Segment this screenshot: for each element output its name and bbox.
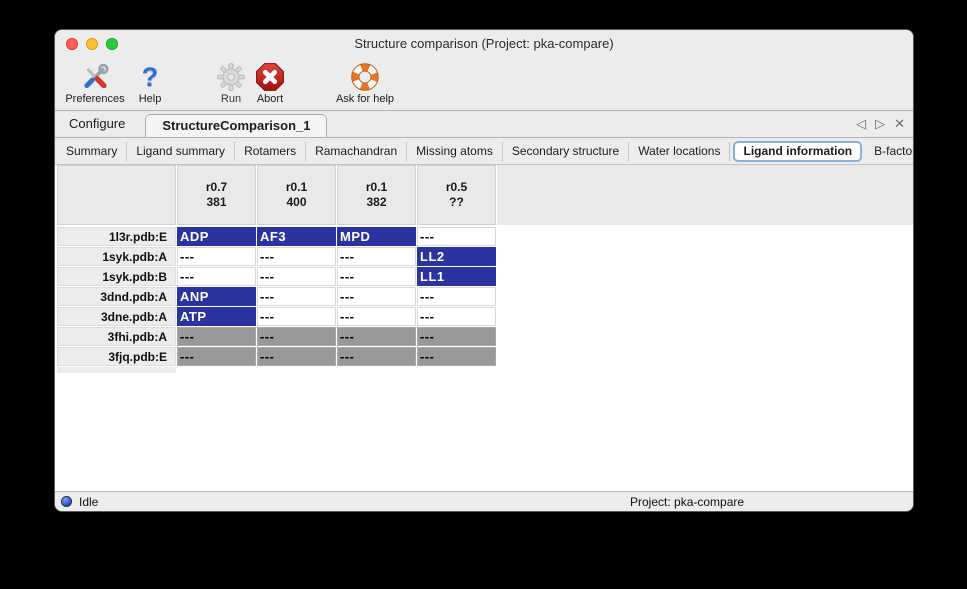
subtab-secondary-structure[interactable]: Secondary structure — [503, 141, 630, 161]
empty-cell[interactable]: --- — [417, 307, 496, 326]
zoom-window-button[interactable] — [106, 38, 118, 50]
column-header-line2: ?? — [449, 195, 464, 209]
missing-structure-cell[interactable]: --- — [177, 327, 256, 346]
empty-cell[interactable]: --- — [257, 287, 336, 306]
title-bar: Structure comparison (Project: pka-compa… — [55, 30, 913, 58]
table-row: 1l3r.pdb:E ADP AF3 MPD --- — [57, 227, 913, 246]
subtab-rotamers[interactable]: Rotamers — [235, 141, 307, 161]
window-title: Structure comparison (Project: pka-compa… — [354, 36, 614, 51]
missing-structure-cell[interactable]: --- — [417, 327, 496, 346]
table-body: 1l3r.pdb:E ADP AF3 MPD --- 1syk.pdb:A --- --- --… — [57, 227, 913, 366]
missing-structure-cell[interactable]: --- — [257, 347, 336, 366]
missing-structure-cell[interactable]: --- — [177, 347, 256, 366]
empty-cell[interactable]: --- — [337, 307, 416, 326]
subtab-water-locations[interactable]: Water locations — [629, 141, 731, 161]
table-header-row: r0.7 381 r0.1 400 r0.1 382 r0.5?? — [57, 165, 913, 225]
toolbar-abort-button[interactable]: Abort — [255, 61, 285, 105]
status-project-label: Project: pka-compare — [630, 494, 745, 509]
status-bar: Idle Project: pka-compare — [55, 491, 913, 511]
empty-cell[interactable]: --- — [337, 267, 416, 286]
table-row: 3fjq.pdb:E --- --- --- --- — [57, 347, 913, 366]
status-state-label: Idle — [79, 494, 99, 509]
column-header-line2: 381 — [206, 195, 227, 209]
toolbar: Preferences ? Help Run Abort Ask for hel… — [55, 58, 913, 111]
missing-structure-cell[interactable]: --- — [417, 347, 496, 366]
empty-cell[interactable]: --- — [337, 247, 416, 266]
ligand-cell[interactable]: LL2 — [417, 247, 496, 266]
ligand-cell[interactable]: MPD — [337, 227, 416, 246]
tab-scroll-right-icon[interactable]: ▷ — [875, 116, 886, 131]
column-header-line1: r0.5 — [445, 180, 468, 194]
tab-nav-controls: ◁ ▷ ✕ — [856, 111, 905, 137]
missing-structure-cell[interactable]: --- — [337, 327, 416, 346]
empty-cell[interactable]: --- — [257, 267, 336, 286]
tab-structurecomparison_1[interactable]: StructureComparison_1 — [145, 114, 328, 137]
column-header-line1: r0.7 — [205, 180, 228, 194]
column-header-line1: r0.1 — [365, 180, 388, 194]
tab-scroll-left-icon[interactable]: ◁ — [856, 116, 867, 131]
traffic-lights — [66, 38, 118, 50]
table-corner-cell — [57, 165, 176, 225]
empty-cell[interactable]: --- — [417, 227, 496, 246]
subtab-ligand-information[interactable]: Ligand information — [733, 140, 863, 162]
column-header-0[interactable]: r0.7 381 — [177, 165, 256, 225]
header-filler — [497, 165, 913, 225]
ligand-cell[interactable]: ATP — [177, 307, 256, 326]
empty-cell[interactable]: --- — [257, 307, 336, 326]
column-header-line1: r0.1 — [285, 180, 308, 194]
subtab-ramachandran[interactable]: Ramachandran — [306, 141, 408, 161]
tab-configure[interactable]: Configure — [69, 116, 126, 131]
row-label[interactable]: 1syk.pdb:B — [57, 267, 176, 286]
row-label[interactable]: 3dne.pdb:A — [57, 307, 176, 326]
lifebuoy-icon — [350, 61, 380, 93]
toolbar-help-button[interactable]: ? Help — [138, 62, 162, 105]
gear-icon — [216, 61, 246, 93]
empty-cell[interactable]: --- — [257, 247, 336, 266]
toolbar-ask-for-help-button[interactable]: Ask for help — [336, 61, 394, 105]
empty-cell[interactable]: --- — [177, 247, 256, 266]
column-header-2[interactable]: r0.1 382 — [337, 165, 416, 225]
main-tab-bar: Configure StructureComparison_1 ◁ ▷ ✕ — [55, 111, 913, 138]
column-header-1[interactable]: r0.1 400 — [257, 165, 336, 225]
toolbar-preferences-button[interactable]: Preferences — [65, 61, 125, 105]
question-icon: ? — [141, 62, 159, 92]
table-row: 3fhi.pdb:A --- --- --- --- — [57, 327, 913, 346]
column-header-3[interactable]: r0.5?? — [417, 165, 496, 225]
close-window-button[interactable] — [66, 38, 78, 50]
ligand-cell[interactable]: ADP — [177, 227, 256, 246]
toolbar-run-button[interactable]: Run — [216, 61, 246, 105]
empty-cell[interactable]: --- — [337, 287, 416, 306]
stop-icon — [255, 61, 285, 93]
table-row: 3dne.pdb:A ATP --- --- --- — [57, 307, 913, 326]
row-label[interactable]: 3fhi.pdb:A — [57, 327, 176, 346]
table-row: 3dnd.pdb:A ANP --- --- --- — [57, 287, 913, 306]
subtab-missing-atoms[interactable]: Missing atoms — [407, 141, 503, 161]
empty-cell[interactable]: --- — [177, 267, 256, 286]
missing-structure-cell[interactable]: --- — [337, 347, 416, 366]
missing-structure-cell[interactable]: --- — [257, 327, 336, 346]
ligand-cell[interactable]: AF3 — [257, 227, 336, 246]
status-led-icon — [61, 496, 72, 507]
report-tab-bar: Summary Ligand summary Rotamers Ramachandra… — [55, 138, 913, 165]
row-label[interactable]: 3fjq.pdb:E — [57, 347, 176, 366]
row-label[interactable]: 1syk.pdb:A — [57, 247, 176, 266]
tools-icon — [80, 61, 110, 93]
table-row: 1syk.pdb:B --- --- --- LL1 — [57, 267, 913, 286]
row-label[interactable]: 1l3r.pdb:E — [57, 227, 176, 246]
ligand-information-panel: r0.7 381 r0.1 400 r0.1 382 r0.5?? 1l3r.pdb:E AD… — [55, 165, 913, 491]
column-header-line2: 400 — [286, 195, 307, 209]
empty-cell[interactable]: --- — [417, 287, 496, 306]
minimize-window-button[interactable] — [86, 38, 98, 50]
row-label[interactable]: 3dnd.pdb:A — [57, 287, 176, 306]
subtab-ligand-summary[interactable]: Ligand summary — [127, 141, 236, 161]
ligand-cell[interactable]: ANP — [177, 287, 256, 306]
subtab-summary[interactable]: Summary — [57, 141, 128, 161]
subtab-b-factors[interactable]: B-factors — [865, 142, 913, 161]
app-window: Structure comparison (Project: pka-compa… — [55, 30, 913, 511]
column-header-line2: 382 — [366, 195, 387, 209]
ligand-cell[interactable]: LL1 — [417, 267, 496, 286]
tab-close-icon[interactable]: ✕ — [894, 116, 905, 131]
table-row: 1syk.pdb:A --- --- --- LL2 — [57, 247, 913, 266]
label-column-stub — [57, 367, 176, 373]
